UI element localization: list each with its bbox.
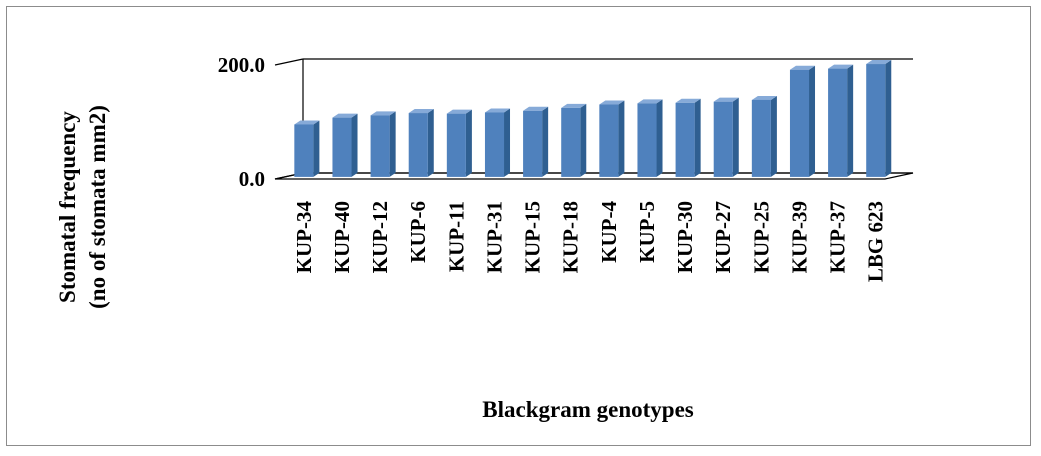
bar-front [484, 112, 505, 177]
bar-top [370, 111, 396, 116]
bar-top [523, 106, 549, 111]
x-category-label: KUP-12 [368, 201, 392, 273]
y-tick-labels: 0.0 200.0 [218, 53, 265, 191]
bar-KUP-27 [713, 97, 739, 177]
bar-side [465, 109, 472, 177]
bar-top [637, 99, 663, 104]
bar-side [809, 65, 816, 177]
bar-side [351, 113, 358, 177]
bar-top [484, 108, 511, 113]
bar-top [599, 100, 625, 105]
bar-front [408, 113, 428, 177]
bar-top [408, 109, 434, 114]
bar-front [370, 115, 390, 177]
bar-side [542, 106, 549, 177]
x-category-label: KUP-25 [749, 201, 773, 273]
bar-side [580, 103, 587, 177]
bar-top [446, 109, 472, 114]
bar-top [751, 95, 777, 100]
bar-side [313, 120, 320, 177]
bar-front [446, 113, 466, 177]
bar-KUP-6 [408, 109, 434, 177]
bar-side [694, 98, 701, 177]
bar-top [294, 120, 320, 125]
gridline-depth-1 [274, 58, 304, 66]
x-category-label: KUP-34 [292, 201, 316, 274]
bar-KUP-5 [637, 99, 663, 177]
bar-KUP-11 [446, 109, 472, 177]
bar-KUP-12 [370, 111, 396, 177]
y-tick-label: 200.0 [218, 53, 265, 77]
bars [294, 60, 892, 177]
bar-front [523, 110, 543, 177]
bar-side [656, 99, 663, 177]
bar-front [789, 69, 810, 177]
x-category-label: KUP-5 [635, 201, 659, 263]
bar-side [618, 100, 625, 177]
x-category-label: LBG 623 [864, 201, 888, 282]
x-category-label: KUP-39 [787, 201, 811, 273]
x-category-label: KUP-31 [482, 201, 506, 273]
bar-KUP-31 [484, 108, 511, 177]
x-category-label: KUP-37 [826, 201, 850, 273]
bar-front [561, 107, 581, 177]
bar-top [713, 97, 739, 102]
y-tick-label: 0.0 [239, 167, 265, 191]
bar-front [751, 99, 771, 177]
bar-top [866, 60, 892, 65]
bar-side [885, 60, 892, 177]
y-axis-title: Stomatal frequency (no of stomata mm2) [55, 105, 110, 309]
bar-KUP-37 [828, 64, 854, 177]
bar-top [332, 113, 358, 118]
bar-front [675, 102, 695, 177]
bar-top [675, 98, 701, 103]
bar-front [599, 104, 619, 177]
bar-front [637, 103, 657, 177]
bar-top [789, 65, 816, 70]
bar-front [828, 68, 848, 177]
bar-front [866, 64, 886, 177]
y-axis-title-line-2: (no of stomata mm2) [85, 105, 110, 309]
bar-KUP-40 [332, 113, 358, 177]
x-category-label: KUP-27 [711, 201, 735, 273]
x-category-label: KUP-18 [559, 201, 583, 273]
bar-side [389, 111, 396, 177]
bar-KUP-34 [294, 120, 320, 177]
bar-front [713, 101, 733, 177]
bar-side [427, 109, 434, 177]
x-category-label: KUP-6 [406, 201, 430, 263]
bar-KUP-18 [561, 103, 587, 177]
bar-side [770, 95, 777, 177]
y-axis-title-line-1: Stomatal frequency [55, 111, 80, 303]
x-category-labels: KUP-34 KUP-40 KUP-12 KUP-6 KUP-11 KUP-31 KUP-1… [292, 201, 888, 283]
x-category-label: KUP-40 [330, 201, 354, 273]
bar-KUP-30 [675, 98, 701, 177]
bar-KUP-4 [599, 100, 625, 177]
bar-KUP-39 [789, 65, 816, 177]
x-category-label: KUP-15 [521, 201, 545, 273]
chart-frame: 0.0 200.0 KUP-34 KUP-40 KUP-12 KUP-6 KUP-11 KU… [6, 6, 1031, 446]
x-category-label: KUP-4 [597, 201, 621, 263]
bar-front [332, 117, 352, 177]
bar-top [561, 103, 587, 108]
bar-LBG 623 [866, 60, 892, 177]
x-axis-title: Blackgram genotypes [482, 397, 694, 422]
bar-KUP-15 [523, 106, 549, 177]
bar-front [294, 124, 314, 177]
x-category-label: KUP-30 [673, 201, 697, 273]
bar-side [732, 97, 739, 177]
bar-top [828, 64, 854, 69]
bar-side [504, 108, 511, 177]
bar-KUP-25 [751, 95, 777, 177]
bar-side [847, 64, 854, 177]
x-category-label: KUP-11 [444, 201, 468, 272]
